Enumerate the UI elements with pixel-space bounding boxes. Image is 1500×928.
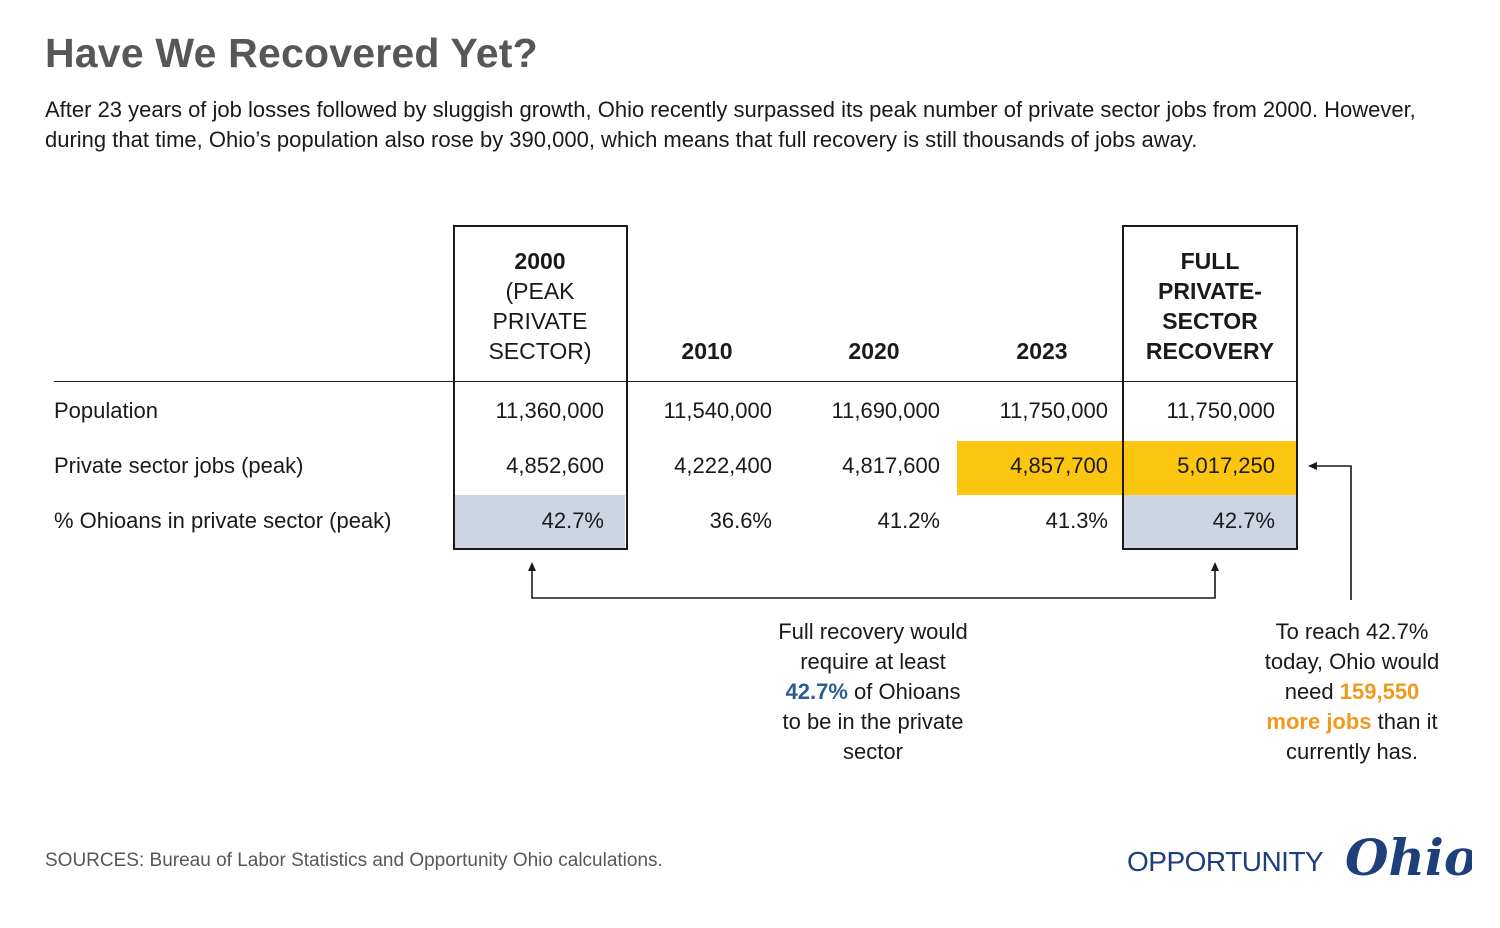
col-header-2010: 2010	[681, 338, 733, 364]
table-cell: 42.7%	[1212, 508, 1275, 533]
table-cell: 11,750,000	[1166, 398, 1275, 423]
highlight-full-jobs	[1124, 441, 1296, 495]
highlight-full-pct	[1124, 495, 1296, 548]
subtitle: After 23 years of job losses followed by…	[45, 97, 1416, 152]
table-cell: 4,222,400	[674, 453, 772, 478]
table-cell: 11,750,000	[999, 398, 1108, 423]
column-box-full-recovery	[1122, 225, 1298, 550]
header-rule	[54, 381, 1297, 382]
col-header-2020: 2020	[848, 338, 900, 364]
table-cell: 36.6%	[709, 508, 772, 533]
note-jobs-needed: To reach 42.7% today, Ohio would need 15…	[1264, 619, 1440, 764]
highlight-2023-jobs	[957, 441, 1124, 495]
table-cell: 41.3%	[1045, 508, 1108, 533]
table-cell: 11,690,000	[831, 398, 940, 423]
table-cell: 4,857,700	[1010, 453, 1108, 478]
bracket-arrow	[528, 562, 1219, 599]
table-cell: 41.2%	[877, 508, 940, 533]
table-cell: 42.7%	[541, 508, 604, 533]
highlight-2000-pct	[455, 495, 625, 548]
row-label-pct: % Ohioans in private sector (peak)	[54, 508, 392, 533]
row-label-jobs: Private sector jobs (peak)	[54, 453, 304, 478]
column-box-2000	[453, 225, 628, 550]
col-header-2000: 2000 (PEAK PRIVATE SECTOR)	[488, 248, 592, 364]
table-cell: 11,540,000	[663, 398, 772, 423]
elbow-arrow	[1308, 462, 1352, 600]
note-full-recovery: Full recovery would require at least 42.…	[778, 619, 968, 764]
opportunity-ohio-logo: OPPORTUNITY Ohio	[1127, 828, 1472, 887]
col-header-full-recovery: FULL PRIVATE- SECTOR RECOVERY	[1145, 248, 1275, 364]
row-label-population: Population	[54, 398, 158, 423]
logo-word-ohio: Ohio	[1345, 828, 1472, 887]
table-cell: 4,852,600	[506, 453, 604, 478]
table-cell: 5,017,250	[1177, 453, 1275, 478]
table-cell: 4,817,600	[842, 453, 940, 478]
col-header-2023: 2023	[1016, 338, 1068, 364]
logo-word-opportunity: OPPORTUNITY	[1127, 846, 1324, 877]
page-title: Have We Recovered Yet?	[45, 30, 538, 76]
table-cell: 11,360,000	[495, 398, 604, 423]
sources-note: SOURCES: Bureau of Labor Statistics and …	[45, 850, 663, 871]
